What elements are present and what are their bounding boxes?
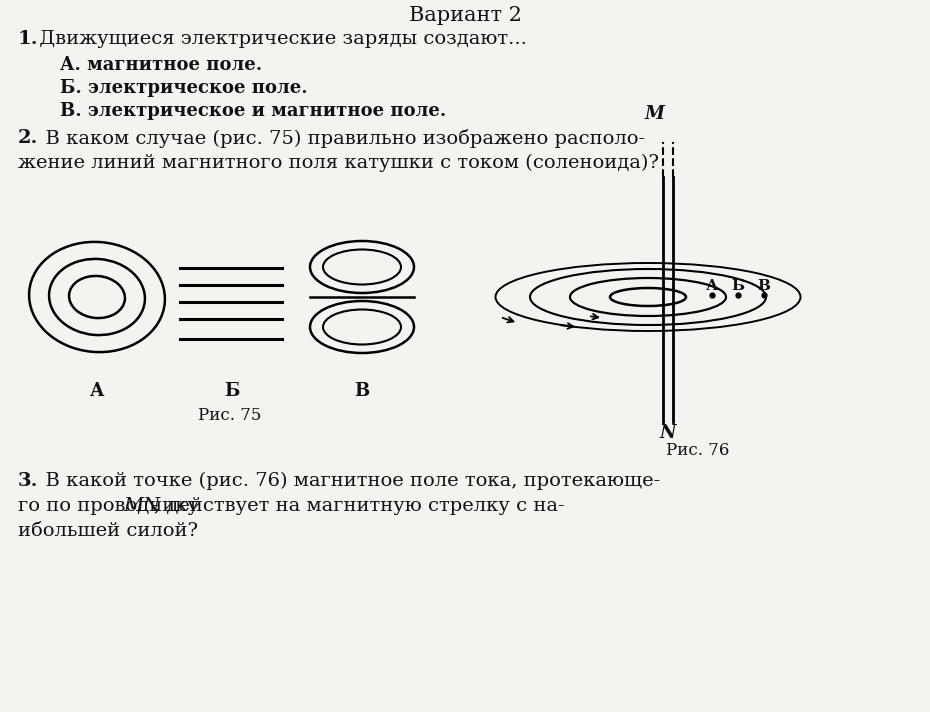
Text: Рис. 75: Рис. 75: [198, 407, 261, 424]
Text: В. электрическое и магнитное поле.: В. электрическое и магнитное поле.: [60, 102, 446, 120]
Text: Б: Б: [224, 382, 240, 400]
Text: В каком случае (рис. 75) правильно изображено располо-: В каком случае (рис. 75) правильно изобр…: [33, 129, 645, 148]
Text: , действует на магнитную стрелку с на-: , действует на магнитную стрелку с на-: [153, 497, 565, 515]
Text: Вариант 2: Вариант 2: [408, 6, 522, 25]
Text: Рис. 76: Рис. 76: [666, 442, 730, 459]
Text: жение линий магнитного поля катушки с током (соленоида)?: жение линий магнитного поля катушки с то…: [18, 154, 659, 172]
Text: MN: MN: [123, 497, 160, 515]
Text: А. магнитное поле.: А. магнитное поле.: [60, 56, 262, 74]
Text: А: А: [90, 382, 104, 400]
Text: Б: Б: [731, 279, 745, 293]
Text: ибольшей силой?: ибольшей силой?: [18, 522, 198, 540]
Text: Движущиеся электрические заряды создают...: Движущиеся электрические заряды создают.…: [33, 30, 527, 48]
Text: В какой точке (рис. 76) магнитное поле тока, протекающе-: В какой точке (рис. 76) магнитное поле т…: [33, 472, 660, 491]
Text: 3.: 3.: [18, 472, 38, 490]
Text: го по проводнику: го по проводнику: [18, 497, 206, 515]
Text: А: А: [706, 279, 718, 293]
Text: Б. электрическое поле.: Б. электрическое поле.: [60, 79, 308, 97]
Text: N: N: [659, 424, 676, 442]
Text: В: В: [354, 382, 369, 400]
Text: M: M: [644, 105, 664, 123]
Text: 1.: 1.: [18, 30, 39, 48]
Text: 2.: 2.: [18, 129, 38, 147]
Text: В: В: [758, 279, 770, 293]
